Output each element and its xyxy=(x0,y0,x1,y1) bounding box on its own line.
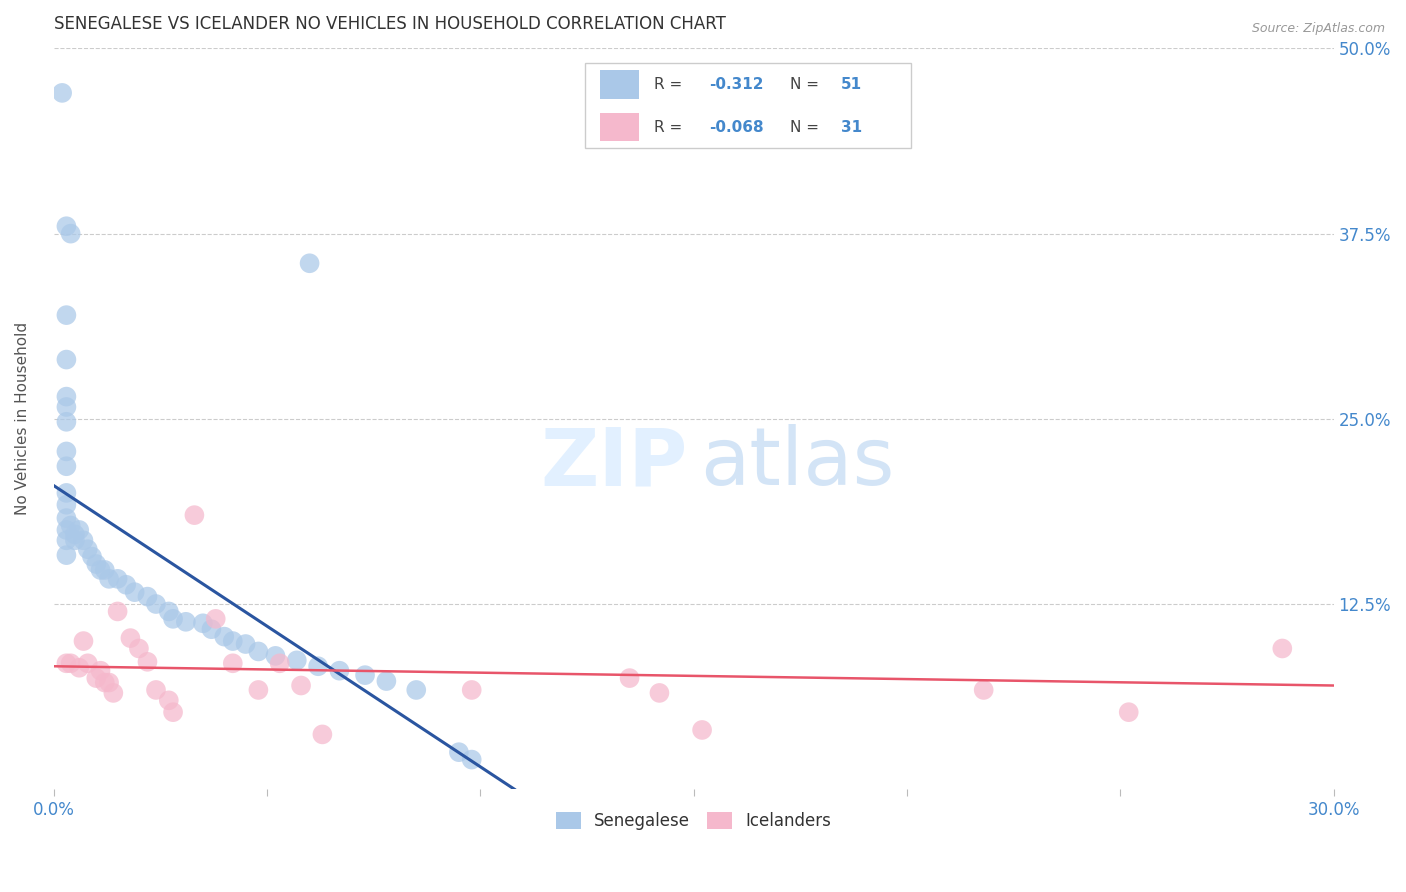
Point xyxy=(157,693,180,707)
Point xyxy=(145,682,167,697)
Point xyxy=(648,686,671,700)
FancyBboxPatch shape xyxy=(585,63,911,148)
Point xyxy=(354,668,377,682)
Point xyxy=(63,527,86,541)
Point xyxy=(124,585,146,599)
Point xyxy=(204,612,226,626)
Point xyxy=(107,572,129,586)
Point xyxy=(67,661,90,675)
Point xyxy=(311,727,333,741)
Point xyxy=(1271,641,1294,656)
Point xyxy=(120,631,142,645)
Text: -0.312: -0.312 xyxy=(709,77,763,92)
Point xyxy=(90,664,112,678)
Point xyxy=(55,657,77,671)
Text: SENEGALESE VS ICELANDER NO VEHICLES IN HOUSEHOLD CORRELATION CHART: SENEGALESE VS ICELANDER NO VEHICLES IN H… xyxy=(53,15,725,33)
Point xyxy=(55,219,77,234)
Point xyxy=(103,686,125,700)
Point xyxy=(55,400,77,414)
Point xyxy=(145,597,167,611)
Point xyxy=(90,563,112,577)
Point xyxy=(67,523,90,537)
Text: Source: ZipAtlas.com: Source: ZipAtlas.com xyxy=(1251,22,1385,36)
Point xyxy=(247,682,270,697)
Text: -0.068: -0.068 xyxy=(709,120,763,135)
Text: ZIP: ZIP xyxy=(540,425,688,502)
Point xyxy=(59,657,82,671)
Point xyxy=(55,511,77,525)
Point xyxy=(447,745,470,759)
Point xyxy=(55,390,77,404)
Point xyxy=(94,675,117,690)
Point xyxy=(55,523,77,537)
Text: R =: R = xyxy=(654,77,688,92)
Text: atlas: atlas xyxy=(700,425,894,502)
Point xyxy=(115,578,138,592)
Y-axis label: No Vehicles in Household: No Vehicles in Household xyxy=(15,322,30,516)
Point xyxy=(128,641,150,656)
Point xyxy=(107,604,129,618)
Point xyxy=(98,572,121,586)
Point xyxy=(619,671,641,685)
Point xyxy=(222,657,245,671)
Point xyxy=(298,256,321,270)
Point xyxy=(174,615,197,629)
Legend: Senegalese, Icelanders: Senegalese, Icelanders xyxy=(550,805,838,837)
Point xyxy=(285,653,308,667)
Point xyxy=(55,498,77,512)
Text: N =: N = xyxy=(790,77,824,92)
Point xyxy=(55,308,77,322)
Point xyxy=(460,753,482,767)
Point xyxy=(80,549,103,564)
Point xyxy=(328,664,350,678)
Text: R =: R = xyxy=(654,120,688,135)
Point xyxy=(55,352,77,367)
Text: 31: 31 xyxy=(841,120,862,135)
Point xyxy=(94,563,117,577)
Text: N =: N = xyxy=(790,120,824,135)
Point xyxy=(72,634,94,648)
Point xyxy=(269,657,291,671)
FancyBboxPatch shape xyxy=(600,70,638,99)
Point xyxy=(191,616,214,631)
Point xyxy=(973,682,995,697)
Point xyxy=(72,533,94,548)
Point xyxy=(460,682,482,697)
Point xyxy=(59,227,82,241)
Point xyxy=(214,630,236,644)
Point xyxy=(162,612,184,626)
Point xyxy=(200,622,222,636)
Point xyxy=(264,648,287,663)
Point xyxy=(405,682,427,697)
Point xyxy=(690,723,713,737)
Point xyxy=(183,508,205,523)
Point xyxy=(84,557,107,571)
Point xyxy=(55,415,77,429)
Point xyxy=(76,542,98,557)
Point xyxy=(136,590,159,604)
Point xyxy=(55,533,77,548)
Point xyxy=(76,657,98,671)
Point xyxy=(375,674,398,689)
Point xyxy=(290,679,312,693)
FancyBboxPatch shape xyxy=(600,113,638,141)
Point xyxy=(222,634,245,648)
Point xyxy=(235,637,257,651)
Point xyxy=(51,86,73,100)
Point xyxy=(1118,705,1140,719)
Point xyxy=(84,671,107,685)
Point xyxy=(136,655,159,669)
Point xyxy=(63,533,86,548)
Point xyxy=(55,548,77,562)
Point xyxy=(157,604,180,618)
Point xyxy=(247,644,270,658)
Point xyxy=(55,459,77,474)
Point xyxy=(162,705,184,719)
Text: 51: 51 xyxy=(841,77,862,92)
Point xyxy=(59,518,82,533)
Point xyxy=(55,444,77,458)
Point xyxy=(307,659,329,673)
Point xyxy=(55,486,77,500)
Point xyxy=(98,675,121,690)
